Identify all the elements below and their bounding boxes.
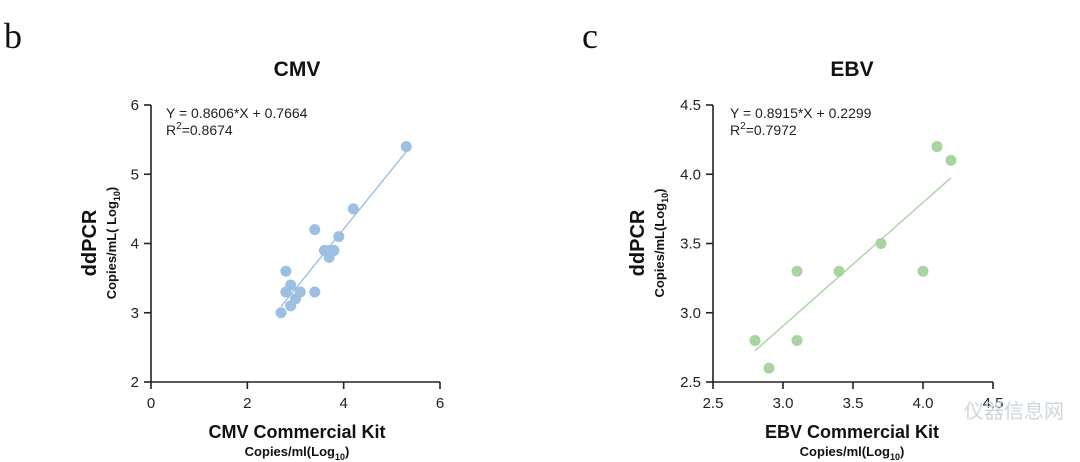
x-unit-suffix: ) [900, 444, 904, 459]
x-ticks: 2.5 3.0 3.5 4.0 4.5 [703, 382, 1004, 412]
y-ticks: 2.5 3.0 3.5 4.0 4.5 [680, 97, 713, 391]
x-unit-prefix: Copies/ml(Log [245, 444, 335, 459]
chart-title: EBV [830, 58, 873, 81]
x-ticks: 0 2 4 6 [147, 382, 444, 412]
axes [150, 105, 440, 383]
data-point [285, 279, 297, 291]
r-squared-value: =0.7972 [746, 122, 797, 138]
y-axis-sublabel: Copies/mL(Log10) [652, 189, 670, 298]
data-point [309, 286, 321, 298]
x-tick-label: 4.5 [983, 395, 1004, 412]
y-tick-label: 4 [131, 236, 139, 253]
data-point [833, 265, 845, 277]
x-axis-sublabel: Copies/ml(Log10) [245, 444, 350, 462]
y-unit-prefix: Copies/mL( Log [104, 201, 119, 299]
regression-line [754, 177, 952, 352]
data-point [400, 141, 412, 153]
x-axis-sublabel: Copies/ml(Log10) [800, 444, 905, 462]
data-point [763, 362, 775, 374]
ebv-chart: EBV 2.5 3.0 3.5 4.0 4.5 2.5 3.0 3.5 4.0 4.5 Y = … [627, 58, 1003, 462]
r-squared-symbol: R [730, 122, 740, 138]
y-axis-label: ddPCR [79, 209, 101, 276]
regression-equation: Y = 0.8915*X + 0.2299 [730, 105, 872, 121]
r-squared: R2=0.7972 [730, 121, 797, 138]
data-point [275, 307, 287, 319]
data-point [294, 286, 306, 298]
x-tick-label: 6 [436, 395, 444, 412]
y-axis-sublabel: Copies/mL( Log10) [104, 187, 122, 300]
x-unit-prefix: Copies/ml(Log [800, 444, 890, 459]
y-unit-subscript: 10 [112, 191, 122, 201]
y-tick-label: 6 [131, 97, 139, 114]
data-point [917, 265, 929, 277]
data-point [945, 154, 957, 166]
y-tick-label: 2 [131, 374, 139, 391]
data-point [280, 265, 292, 277]
x-tick-label: 3.5 [843, 395, 864, 412]
x-tick-label: 2.5 [703, 395, 724, 412]
y-tick-label: 5 [131, 166, 139, 183]
r-squared-exponent: 2 [740, 121, 746, 132]
y-ticks: 2 3 4 5 6 [131, 97, 151, 391]
panel-letter-b: b [4, 16, 22, 56]
r-squared-value: =0.8674 [182, 122, 233, 138]
data-point [791, 265, 803, 277]
y-tick-label: 3.0 [680, 305, 701, 322]
y-tick-label: 3.5 [680, 236, 701, 253]
x-tick-label: 4.0 [913, 395, 934, 412]
data-point [791, 334, 803, 346]
data-point [749, 334, 761, 346]
x-unit-subscript: 10 [890, 452, 900, 462]
y-unit-suffix: ) [104, 187, 119, 191]
x-tick-label: 0 [147, 395, 155, 412]
y-tick-label: 2.5 [680, 374, 701, 391]
regression-line [280, 151, 407, 307]
y-unit-suffix: ) [652, 189, 667, 193]
chart-title: CMV [274, 58, 321, 81]
x-tick-label: 4 [339, 395, 347, 412]
data-point [333, 231, 345, 243]
data-point [347, 203, 359, 215]
data-point [328, 244, 340, 256]
data-points [275, 141, 412, 319]
y-axis-label: ddPCR [627, 209, 649, 276]
y-tick-label: 4.5 [680, 97, 701, 114]
x-tick-label: 2 [243, 395, 251, 412]
x-axis-label: EBV Commercial Kit [765, 422, 939, 442]
r-squared-exponent: 2 [176, 121, 182, 132]
y-unit-subscript: 10 [660, 193, 670, 203]
r-squared-symbol: R [166, 122, 176, 138]
y-axis-sublabel-group: Copies/mL( Log10) [104, 187, 122, 300]
x-unit-suffix: ) [345, 444, 349, 459]
y-tick-label: 4.0 [680, 166, 701, 183]
data-point [875, 238, 887, 249]
r-squared: R2=0.8674 [166, 121, 233, 138]
panel-letter-c: c [582, 16, 598, 56]
x-unit-subscript: 10 [335, 452, 345, 462]
x-tick-label: 3.0 [773, 395, 794, 412]
y-axis-label-group: ddPCR [627, 209, 649, 276]
y-axis-label-group: ddPCR [79, 209, 101, 276]
watermark-text: 仪器信息网 [964, 399, 1064, 423]
y-unit-prefix: Copies/mL(Log [652, 203, 667, 298]
data-point [309, 224, 321, 236]
y-axis-sublabel-group: Copies/mL(Log10) [652, 189, 670, 298]
data-point [931, 141, 943, 153]
y-tick-label: 3 [131, 305, 139, 322]
x-axis-label: CMV Commercial Kit [208, 422, 385, 442]
regression-equation: Y = 0.8606*X + 0.7664 [166, 105, 308, 121]
data-points [749, 141, 957, 374]
